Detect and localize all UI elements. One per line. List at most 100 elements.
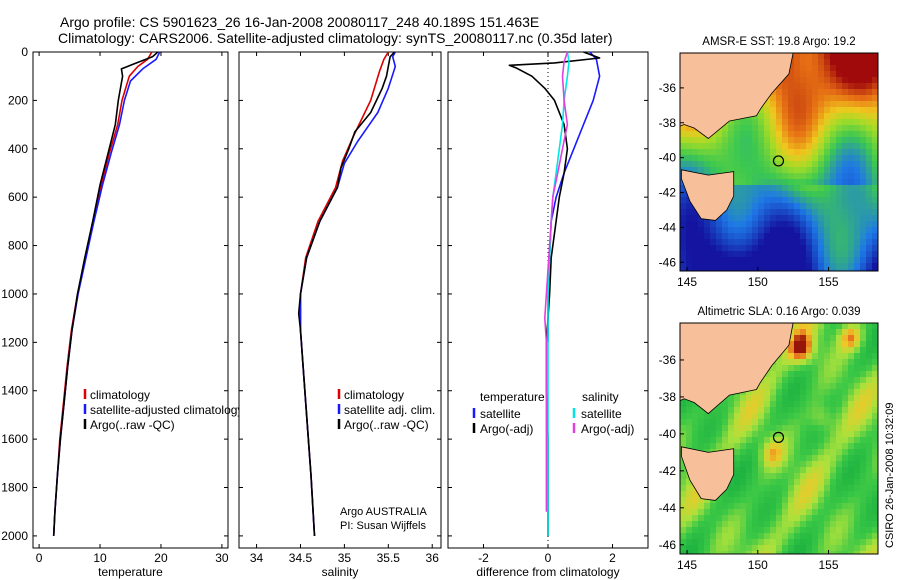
- map-cell: [872, 503, 878, 509]
- map-cell: [830, 239, 836, 245]
- map-cell: [872, 239, 878, 245]
- map-cell: [818, 95, 824, 101]
- map-cell: [788, 503, 794, 509]
- map-cell: [794, 101, 800, 107]
- map-cell: [854, 143, 860, 149]
- map-cell: [770, 257, 776, 263]
- map-cell: [848, 251, 854, 257]
- map-cell: [836, 203, 842, 209]
- map-cell: [836, 485, 842, 491]
- map-cell: [842, 431, 848, 437]
- map-cell: [842, 509, 848, 515]
- map-cell: [788, 173, 794, 179]
- map-cell: [812, 95, 818, 101]
- map-cell: [788, 497, 794, 503]
- map-cell: [824, 221, 830, 227]
- map-cell: [776, 245, 782, 251]
- map-cell: [776, 233, 782, 239]
- map-cell: [818, 467, 824, 473]
- map-cell: [716, 149, 722, 155]
- map-cell: [806, 185, 812, 191]
- map-cell: [806, 473, 812, 479]
- map-cell: [848, 65, 854, 71]
- map-cell: [692, 233, 698, 239]
- map-cell: [848, 269, 854, 271]
- map-cell: [788, 221, 794, 227]
- x-tick-label: 2: [609, 551, 616, 565]
- map-cell: [728, 413, 734, 419]
- map-cell: [710, 551, 716, 554]
- map-cell: [686, 401, 692, 407]
- map-cell: [734, 503, 740, 509]
- map-cell: [728, 425, 734, 431]
- map-cell: [836, 455, 842, 461]
- map-cell: [764, 455, 770, 461]
- map-cell: [872, 53, 878, 59]
- map-cell: [848, 401, 854, 407]
- map-cell: [770, 509, 776, 515]
- map-cell: [800, 395, 806, 401]
- map-cell: [752, 173, 758, 179]
- map-cell: [836, 341, 842, 347]
- map-cell: [764, 215, 770, 221]
- map-cell: [824, 431, 830, 437]
- map-cell: [740, 131, 746, 137]
- map-cell: [806, 545, 812, 551]
- map-cell: [848, 155, 854, 161]
- map-cell: [872, 137, 878, 143]
- map-cell: [728, 269, 734, 271]
- map-cell: [752, 185, 758, 191]
- map-cell: [794, 395, 800, 401]
- map-cell: [860, 71, 866, 77]
- map-cell: [842, 395, 848, 401]
- map-cell: [842, 239, 848, 245]
- map-cell: [752, 515, 758, 521]
- map-cell: [758, 251, 764, 257]
- map-cell: [740, 533, 746, 539]
- map-cell: [854, 227, 860, 233]
- map-cell: [782, 233, 788, 239]
- map-cell: [764, 407, 770, 413]
- map-cell: [776, 239, 782, 245]
- map-cell: [752, 155, 758, 161]
- map-cell: [758, 269, 764, 271]
- map-cell: [872, 245, 878, 251]
- map-cell: [758, 479, 764, 485]
- map-cell: [764, 545, 770, 551]
- map-cell: [872, 539, 878, 545]
- map-cell: [734, 431, 740, 437]
- map-cell: [830, 491, 836, 497]
- map-cell: [800, 257, 806, 263]
- map-cell: [782, 143, 788, 149]
- map-cell: [836, 143, 842, 149]
- map-cell: [812, 515, 818, 521]
- map-cell: [872, 455, 878, 461]
- map-cell: [710, 149, 716, 155]
- map-cell: [836, 209, 842, 215]
- map-cell: [698, 263, 704, 269]
- map-cell: [788, 161, 794, 167]
- map-cell: [806, 77, 812, 83]
- legend-entry: satellite: [480, 407, 521, 421]
- map-cell: [860, 59, 866, 65]
- map-cell: [800, 53, 806, 59]
- map-cell: [746, 173, 752, 179]
- map-cell: [734, 257, 740, 263]
- map-cell: [722, 497, 728, 503]
- map-cell: [866, 155, 872, 161]
- map-cell: [776, 143, 782, 149]
- map-cell: [836, 263, 842, 269]
- map-cell: [734, 545, 740, 551]
- x-tick-label: 145: [677, 275, 697, 289]
- map-cell: [770, 545, 776, 551]
- map-cell: [722, 227, 728, 233]
- map-cell: [716, 263, 722, 269]
- map-cell: [824, 539, 830, 545]
- map-cell: [740, 263, 746, 269]
- map-cell: [782, 497, 788, 503]
- map-cell: [824, 215, 830, 221]
- map-cell: [866, 341, 872, 347]
- map-cell: [746, 425, 752, 431]
- map-cell: [704, 551, 710, 554]
- map-cell: [842, 473, 848, 479]
